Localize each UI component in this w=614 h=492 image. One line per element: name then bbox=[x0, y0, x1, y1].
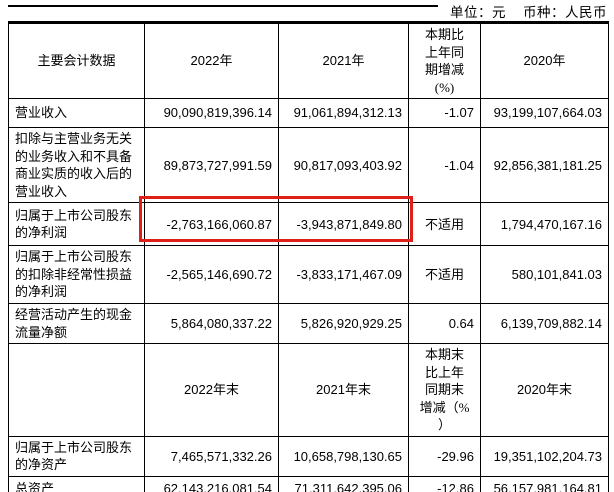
row-label: 归属于上市公司股东的扣除非经常性损益的净利润 bbox=[8, 245, 145, 305]
value-2022: 5,864,080,337.22 bbox=[144, 303, 279, 345]
value-change: -1.04 bbox=[408, 127, 481, 204]
header-2020-year-end: 2020年末 bbox=[480, 343, 609, 437]
value-2022: 7,465,571,332.26 bbox=[144, 435, 279, 477]
row-label: 扣除与主营业务无关的业务收入和不具备商业实质的收入后的营业收入 bbox=[8, 127, 145, 204]
value-2021: 5,826,920,929.25 bbox=[278, 303, 409, 345]
unit-currency-note: 单位：元 币种：人民币 bbox=[450, 1, 607, 21]
value-2020: 1,794,470,167.16 bbox=[480, 202, 609, 247]
header-2021-year-end: 2021年末 bbox=[278, 343, 409, 437]
value-2020: 56,157,981,164.81 bbox=[480, 475, 609, 492]
value-change: 不适用 bbox=[408, 245, 481, 305]
header-main-data: 主要会计数据 bbox=[8, 21, 145, 100]
row-label: 归属于上市公司股东的净资产 bbox=[8, 435, 145, 477]
row-label: 总资产 bbox=[8, 475, 145, 492]
table-row-operating-cash-flow: 经营活动产生的现金流量净额 5,864,080,337.22 5,826,920… bbox=[8, 303, 609, 345]
table-header-annual: 主要会计数据 2022年 2021年 本期比 上年同 期增减 (%) 2020年 bbox=[8, 21, 609, 100]
value-2022: 62,143,216,081.54 bbox=[144, 475, 279, 492]
header-empty bbox=[8, 343, 145, 437]
value-2022: 89,873,727,991.59 bbox=[144, 127, 279, 204]
table-row-net-assets: 归属于上市公司股东的净资产 7,465,571,332.26 10,658,79… bbox=[8, 435, 609, 477]
key-accounting-data-table: 主要会计数据 2022年 2021年 本期比 上年同 期增减 (%) 2020年… bbox=[8, 21, 609, 492]
header-2020: 2020年 bbox=[480, 21, 609, 100]
top-divider-rule bbox=[8, 5, 438, 7]
unit-label: 单位：元 bbox=[450, 5, 506, 20]
table-row-operating-revenue: 营业收入 90,090,819,396.14 91,061,894,312.13… bbox=[8, 98, 609, 129]
value-change: -29.96 bbox=[408, 435, 481, 477]
header-2021: 2021年 bbox=[278, 21, 409, 100]
table-row-net-profit: 归属于上市公司股东的净利润 -2,763,166,060.87 -3,943,8… bbox=[8, 202, 609, 247]
currency-label: 币种：人民币 bbox=[523, 5, 607, 20]
value-change: 不适用 bbox=[408, 202, 481, 247]
value-2021: -3,943,871,849.80 bbox=[278, 202, 409, 247]
value-2020: 19,351,102,204.73 bbox=[480, 435, 609, 477]
row-label: 经营活动产生的现金流量净额 bbox=[8, 303, 145, 345]
value-2021: 71,311,642,395.06 bbox=[278, 475, 409, 492]
value-2022: 90,090,819,396.14 bbox=[144, 98, 279, 129]
value-change: 0.64 bbox=[408, 303, 481, 345]
header-year-end-change: 本期末 比上年 同期末 增减（% ） bbox=[408, 343, 481, 437]
value-2022: -2,763,166,060.87 bbox=[144, 202, 279, 247]
table-row-net-profit-excl-nonrecurring: 归属于上市公司股东的扣除非经常性损益的净利润 -2,565,146,690.72… bbox=[8, 245, 609, 305]
value-2020: 92,856,381,181.25 bbox=[480, 127, 609, 204]
value-2021: 91,061,894,312.13 bbox=[278, 98, 409, 129]
header-yoy-change: 本期比 上年同 期增减 (%) bbox=[408, 21, 481, 100]
value-2020: 6,139,709,882.14 bbox=[480, 303, 609, 345]
header-2022-year-end: 2022年末 bbox=[144, 343, 279, 437]
value-2021: 10,658,798,130.65 bbox=[278, 435, 409, 477]
value-2020: 580,101,841.03 bbox=[480, 245, 609, 305]
table-row-revenue-after-deduction: 扣除与主营业务无关的业务收入和不具备商业实质的收入后的营业收入 89,873,7… bbox=[8, 127, 609, 204]
table-header-year-end: 2022年末 2021年末 本期末 比上年 同期末 增减（% ） 2020年末 bbox=[8, 343, 609, 437]
value-change: -12.86 bbox=[408, 475, 481, 492]
row-label: 营业收入 bbox=[8, 98, 145, 129]
value-2021: -3,833,171,467.09 bbox=[278, 245, 409, 305]
value-change: -1.07 bbox=[408, 98, 481, 129]
value-2020: 93,199,107,664.03 bbox=[480, 98, 609, 129]
table-row-total-assets: 总资产 62,143,216,081.54 71,311,642,395.06 … bbox=[8, 475, 609, 492]
row-label: 归属于上市公司股东的净利润 bbox=[8, 202, 145, 247]
value-2021: 90,817,093,403.92 bbox=[278, 127, 409, 204]
value-2022: -2,565,146,690.72 bbox=[144, 245, 279, 305]
header-2022: 2022年 bbox=[144, 21, 279, 100]
